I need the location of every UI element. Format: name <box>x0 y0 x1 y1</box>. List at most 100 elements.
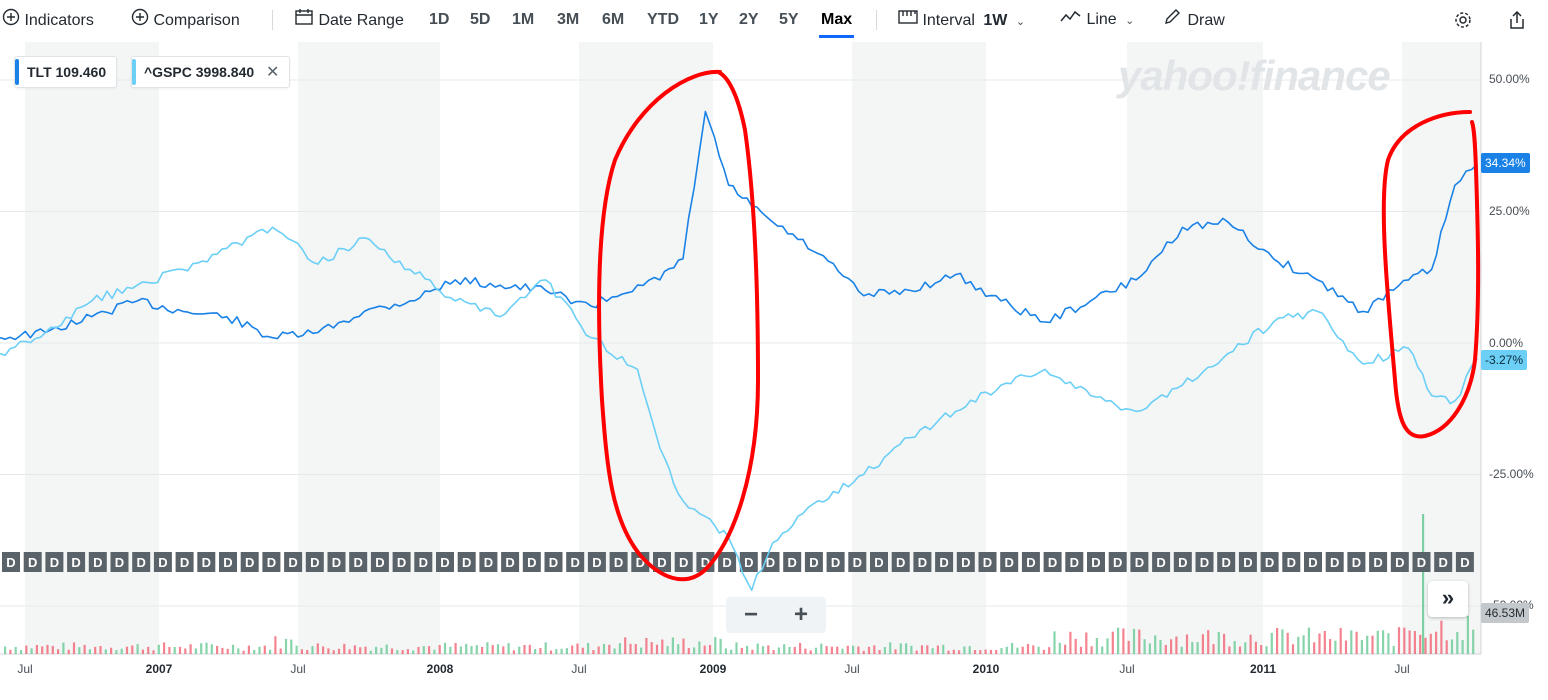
volume-bar <box>306 650 309 654</box>
range-3m[interactable]: 3M <box>557 11 580 28</box>
volume-bar <box>1207 630 1210 654</box>
dividend-marker: D <box>501 552 520 572</box>
dividend-marker-box <box>45 552 64 572</box>
dividend-marker-label: D <box>636 555 645 570</box>
volume-bar <box>1154 635 1157 654</box>
expand-chart-button[interactable]: » <box>1428 581 1468 617</box>
volume-bar <box>322 646 325 654</box>
dividend-marker-box <box>1412 552 1431 572</box>
range-1y[interactable]: 1Y <box>699 11 719 28</box>
zoom-in-button[interactable]: + <box>793 601 808 628</box>
dividend-marker-box <box>153 552 172 572</box>
dividend-marker-box <box>956 552 975 572</box>
volume-bar <box>804 648 807 654</box>
volume-bar <box>587 642 590 654</box>
volume-bar <box>963 646 966 654</box>
comparison-button[interactable]: Comparison <box>131 8 240 34</box>
volume-bar <box>369 650 372 654</box>
volume-bar <box>62 642 65 654</box>
chart-type-dropdown[interactable]: Line ⌄ <box>1060 8 1134 33</box>
date-range-button[interactable]: Date Range <box>294 8 404 34</box>
dividend-marker-box <box>1238 552 1257 572</box>
volume-bar <box>35 645 38 654</box>
volume-bar <box>889 642 892 654</box>
comparison-label: Comparison <box>153 12 240 30</box>
volume-bar <box>1101 646 1104 654</box>
legend-tlt[interactable]: TLT 109.460 <box>14 56 118 88</box>
dividend-marker-label: D <box>1243 555 1252 570</box>
share-button[interactable] <box>1507 10 1527 38</box>
annotation-ellipse-2008 <box>597 69 761 582</box>
volume-bar <box>290 639 293 654</box>
volume-bar <box>396 650 399 654</box>
dividend-marker: D <box>284 552 303 572</box>
draw-button[interactable]: Draw <box>1163 8 1225 34</box>
dividend-marker-box <box>132 552 151 572</box>
gspc-last-value-tag: -3.27% <box>1481 350 1528 370</box>
volume-bar <box>263 645 266 654</box>
volume-bar <box>343 643 346 654</box>
volume-bar <box>1191 642 1194 654</box>
dividend-marker-box <box>175 552 194 572</box>
volume-bar <box>1164 644 1167 654</box>
volume-bar <box>390 648 394 654</box>
dividend-marker-box <box>1152 552 1171 572</box>
volume-bar <box>920 645 924 654</box>
volume-bar <box>629 643 632 654</box>
volume-bar <box>380 647 383 654</box>
volume-bar <box>157 644 160 654</box>
dividend-marker-box <box>913 552 932 572</box>
dividend-marker: D <box>392 552 411 572</box>
volume-bar <box>1132 628 1136 654</box>
range-max[interactable]: Max <box>818 8 855 38</box>
volume-bar <box>830 646 833 654</box>
dividend-marker-label: D <box>1026 555 1035 570</box>
volume-bar <box>1297 636 1300 654</box>
volume-bar <box>576 643 579 654</box>
dividend-marker: D <box>544 552 563 572</box>
indicators-button[interactable]: Indicators <box>2 8 94 34</box>
volume-bar <box>724 648 727 654</box>
dividend-marker: D <box>1325 552 1344 572</box>
range-2y[interactable]: 2Y <box>739 11 759 28</box>
volume-bar <box>1042 649 1045 654</box>
volume-bar <box>210 644 213 654</box>
y-tick-label: 50.00% <box>1489 72 1530 86</box>
volume-bar <box>1005 646 1008 654</box>
double-chevron-right-icon: » <box>1441 585 1455 610</box>
legend-gspc[interactable]: ^GSPC 3998.840 ✕ <box>131 56 291 88</box>
settings-button[interactable] <box>1453 10 1473 38</box>
dividend-marker-box <box>718 552 737 572</box>
y-tick-label: 25.00% <box>1489 204 1530 218</box>
range-1m[interactable]: 1M <box>512 11 535 28</box>
range-1d[interactable]: 1D <box>429 11 450 28</box>
volume-bar <box>1291 644 1295 654</box>
dividend-marker: D <box>370 552 389 572</box>
dividend-marker-box <box>88 552 107 572</box>
range-6m[interactable]: 6M <box>602 11 625 28</box>
dividend-marker-label: D <box>1460 555 1469 570</box>
dividend-marker: D <box>1021 552 1040 572</box>
range-ytd[interactable]: YTD <box>647 11 679 28</box>
volume-bar <box>1466 615 1469 654</box>
dividend-marker: D <box>1130 552 1149 572</box>
volume-bar <box>1355 631 1358 654</box>
volume-bar <box>428 646 431 654</box>
dividend-marker-box <box>544 552 563 572</box>
chart-toolbar: Indicators Comparison Date Range 1D 5D 1… <box>0 0 1548 40</box>
remove-comparison-icon[interactable]: ✕ <box>266 64 280 81</box>
volume-bar <box>661 639 664 654</box>
volume-bar <box>258 646 261 654</box>
zoom-out-button[interactable]: − <box>743 601 758 628</box>
range-5d[interactable]: 5D <box>470 11 491 28</box>
volume-bar <box>1387 633 1390 654</box>
interval-dropdown[interactable]: Interval 1W ⌄ <box>898 8 1025 34</box>
dividend-marker-label: D <box>896 555 905 570</box>
volume-bar <box>1413 631 1416 654</box>
volume-bar <box>1011 642 1014 654</box>
dividend-marker: D <box>1412 552 1431 572</box>
tlt-last-value-tag: 34.34% <box>1481 153 1530 173</box>
volume-bar <box>1445 640 1448 654</box>
range-5y[interactable]: 5Y <box>779 11 799 28</box>
volume-bar <box>677 644 680 654</box>
